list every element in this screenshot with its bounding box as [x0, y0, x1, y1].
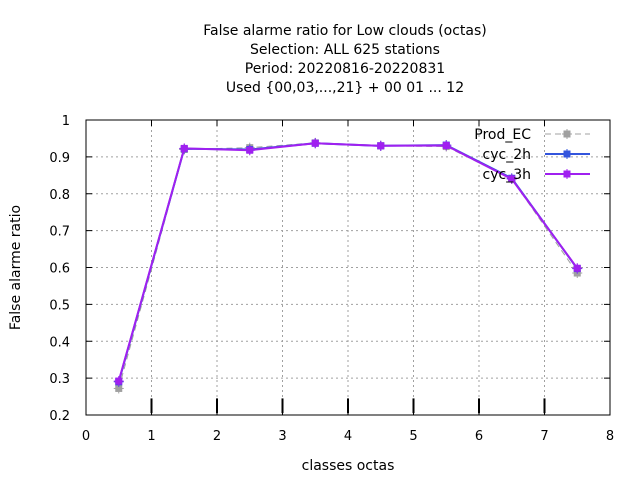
series-cyc_3h — [113, 138, 583, 387]
y-tick-label: 0.4 — [49, 335, 70, 350]
series-lines — [113, 137, 583, 394]
y-tick-label: 0.9 — [49, 151, 70, 166]
legend: Prod_EC cyc_2h cyc_3h — [474, 127, 590, 183]
y-axis-label: False alarme ratio — [8, 205, 24, 330]
x-tick-label: 3 — [278, 429, 286, 444]
series-line-cyc_3h — [117, 142, 579, 382]
y-tick-label: 1 — [62, 114, 70, 129]
x-tick-label: 7 — [540, 429, 548, 444]
chart-title-line: Selection: ALL 625 stations — [250, 42, 440, 58]
y-tick-label: 0.2 — [49, 409, 70, 424]
y-tick-label: 0.6 — [49, 262, 70, 277]
x-tick-label: 0 — [82, 429, 90, 444]
chart-title-line: False alarme ratio for Low clouds (octas… — [203, 23, 487, 39]
chart-title-line: Period: 20220816-20220831 — [245, 61, 445, 77]
grid — [86, 120, 610, 415]
chart-title-line: Used {00,03,...,21} + 00 01 ... 12 — [226, 80, 464, 96]
y-tick-label: 0.8 — [49, 188, 70, 203]
x-axis-label: classes octas — [302, 458, 395, 474]
x-tick-label: 2 — [213, 429, 221, 444]
y-tick-label: 0.3 — [49, 372, 70, 387]
y-tick-label: 0.5 — [49, 298, 70, 313]
y-axis-ticks: 0.2 0.3 0.4 0.5 0.6 0.7 0.8 0.9 1 — [49, 114, 610, 424]
x-tick-label: 1 — [147, 429, 155, 444]
legend-label: Prod_EC — [474, 127, 531, 143]
x-axis-ticks: 0 1 2 3 4 5 6 7 8 — [82, 120, 614, 444]
x-tick-label: 5 — [409, 429, 417, 444]
y-tick-label: 0.7 — [49, 225, 70, 240]
x-tick-label: 4 — [344, 429, 352, 444]
legend-label: cyc_2h — [483, 147, 531, 163]
legend-label: cyc_3h — [483, 167, 531, 183]
x-tick-label: 8 — [606, 429, 614, 444]
chart-title: False alarme ratio for Low clouds (octas… — [203, 23, 487, 96]
x-tick-label: 6 — [475, 429, 483, 444]
